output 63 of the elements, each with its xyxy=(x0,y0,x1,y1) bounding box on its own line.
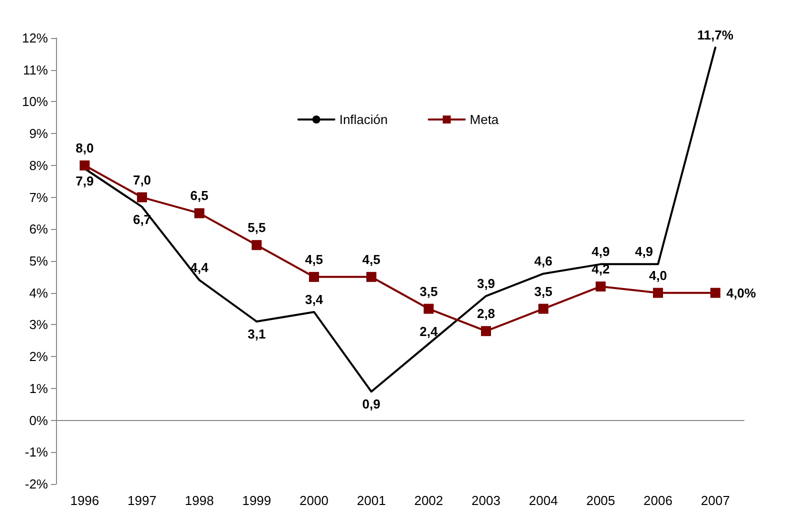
data-label: 7,0 xyxy=(132,172,152,188)
y-tick-label: -2% xyxy=(24,476,48,492)
legend-label: Meta xyxy=(470,112,500,127)
legend-label: Inflación xyxy=(339,112,388,127)
data-label: 4,5 xyxy=(362,252,380,267)
data-label: 11,7% xyxy=(697,28,734,43)
y-tick-label: 7% xyxy=(29,190,48,205)
data-label: 8,0 xyxy=(76,140,94,156)
data-label: 2,4 xyxy=(420,324,438,339)
data-label: 3,1 xyxy=(248,326,266,342)
x-tick-label: 1998 xyxy=(184,493,214,508)
x-tick-label: 2004 xyxy=(528,493,558,508)
data-label: 2,8 xyxy=(476,306,496,322)
y-tick-label: 11% xyxy=(22,62,48,78)
x-tick-label: 2005 xyxy=(586,493,616,508)
data-label: 3,4 xyxy=(304,292,324,307)
data-label: 4,9 xyxy=(592,244,610,260)
x-tick-label: 2001 xyxy=(356,493,386,508)
y-tick-label: 1% xyxy=(29,380,48,396)
x-tick-label: 1999 xyxy=(242,493,272,508)
data-label: 4,6 xyxy=(534,254,552,269)
y-tick-label: 2% xyxy=(29,349,48,364)
point xyxy=(481,326,491,336)
point xyxy=(366,272,376,282)
y-tick-label: -1% xyxy=(24,444,48,460)
point xyxy=(252,240,262,250)
point xyxy=(424,304,434,314)
data-label: 6,5 xyxy=(190,188,208,204)
data-label: 4,4 xyxy=(190,260,210,276)
y-tick-label: 0% xyxy=(29,412,48,428)
x-tick-label: 1996 xyxy=(70,493,100,508)
y-tick-label: 5% xyxy=(29,254,48,268)
x-tick-label: 2003 xyxy=(472,493,500,508)
point xyxy=(309,272,319,282)
y-tick-label: 9% xyxy=(29,126,48,142)
x-tick-label: 1997 xyxy=(128,493,156,508)
data-label: 3,5 xyxy=(534,284,552,299)
y-tick-label: 6% xyxy=(29,222,48,237)
point xyxy=(137,192,147,202)
point xyxy=(653,288,663,298)
x-tick-label: 2000 xyxy=(300,493,328,508)
data-label: 3,5 xyxy=(420,284,438,299)
point xyxy=(194,208,204,218)
point xyxy=(710,288,720,298)
x-tick-label: 2006 xyxy=(644,493,672,508)
y-tick-label: 10% xyxy=(22,94,48,110)
point xyxy=(80,160,90,170)
data-label: 5,5 xyxy=(248,220,266,236)
y-tick-label: 12% xyxy=(22,30,48,46)
point xyxy=(596,281,606,292)
data-label: 4,0% xyxy=(726,285,756,300)
y-tick-label: 4% xyxy=(29,285,48,300)
data-label: 3,9 xyxy=(476,276,496,292)
data-label: 4,9 xyxy=(634,244,654,260)
data-label: 0,9 xyxy=(362,396,380,412)
data-label: 4,5 xyxy=(304,252,324,267)
x-tick-label: 2002 xyxy=(414,493,444,508)
y-tick-label: 3% xyxy=(29,317,48,332)
data-label: 4,0 xyxy=(648,268,668,283)
x-tick-label: 2007 xyxy=(700,493,730,508)
data-label: 7,9 xyxy=(76,174,94,189)
point xyxy=(538,304,548,314)
y-tick-label: 8% xyxy=(29,158,48,173)
